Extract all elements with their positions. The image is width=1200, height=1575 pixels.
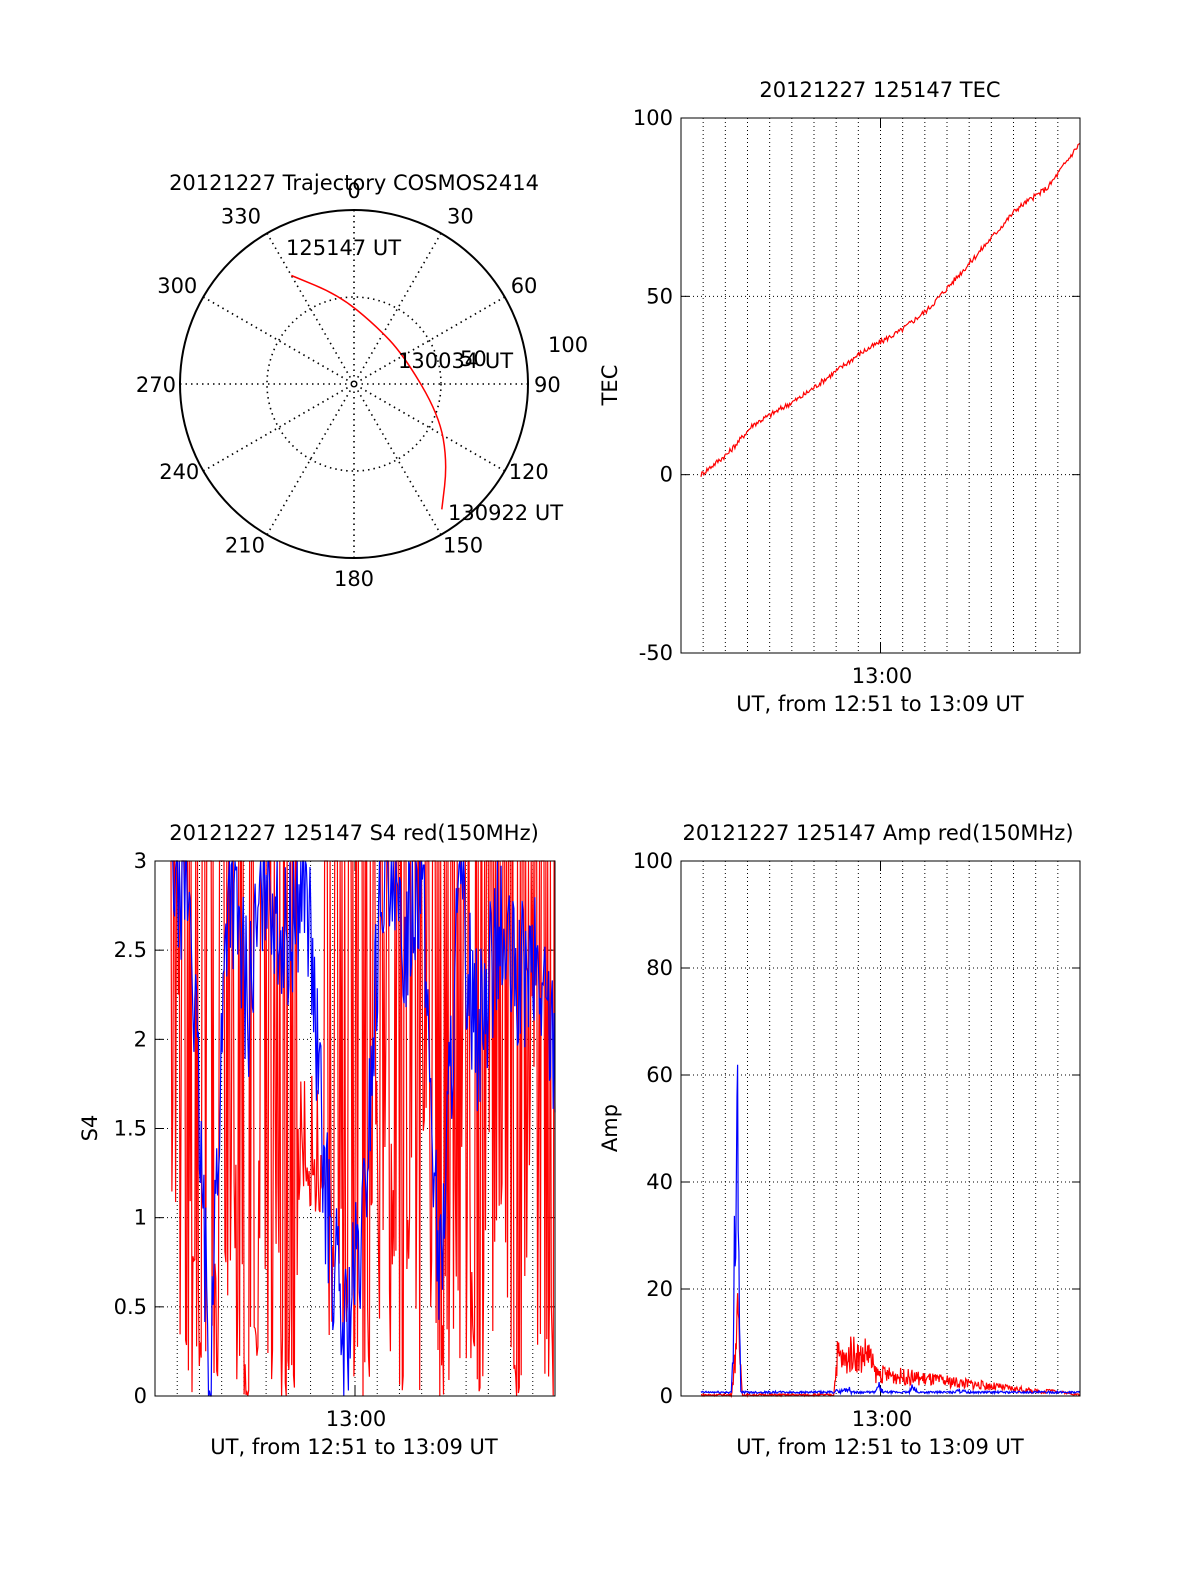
s4-y-axis-label: S4 [78,1115,102,1142]
polar-spoke [202,296,506,472]
tec-x-axis-label: UT, from 12:51 to 13:09 UT [736,692,1024,716]
polar-angle-label: 30 [447,204,474,228]
s4-x-tick-label: 13:00 [326,1407,387,1431]
y-tick-label: 20 [646,1277,673,1301]
amp-chart: 20121227 125147 Amp red(150MHz) Amp 13:0… [598,821,1081,1459]
amp-title: 20121227 125147 Amp red(150MHz) [682,821,1073,845]
y-tick-label: 100 [633,106,673,130]
y-tick-label: 100 [633,849,673,873]
s4-plot-area: 3 2.5 2 1.5 1 0.5 0 [114,849,556,1408]
trajectory-title: 20121227 Trajectory COSMOS2414 [169,171,539,195]
s4-x-axis-label: UT, from 12:51 to 13:09 UT [210,1435,498,1459]
y-tick-label: 80 [646,956,673,980]
polar-angle-label: 120 [509,460,549,484]
amp-y-axis-label: Amp [598,1104,622,1152]
tec-series-line [700,142,1081,477]
satellite-track [291,274,447,510]
polar-angle-labels: 0 30 60 90 120 150 180 210 240 270 300 330 [136,179,561,591]
plot-frame [680,117,1081,654]
polar-inner-ring [266,296,442,472]
polar-angle-label: 300 [157,274,197,298]
y-tick-label: 0 [660,1384,673,1408]
polar-angle-label: 270 [136,373,176,397]
y-tick-label: 2 [134,1027,147,1051]
s4-title: 20121227 125147 S4 red(150MHz) [169,821,539,845]
polar-spoke [266,232,442,536]
amp-plot-area: 100 80 60 40 20 0 [633,849,1081,1408]
tec-title: 20121227 125147 TEC [759,78,1000,102]
tec-plot-area: 100 50 0 -50 [633,106,1081,665]
amp-series-line [700,1064,1081,1397]
plot-frame [154,860,556,1397]
polar-angle-label: 210 [225,534,265,558]
y-tick-label: 0.5 [114,1295,147,1319]
y-tick-label: 1.5 [114,1117,147,1141]
y-tick-label: 60 [646,1063,673,1087]
polar-angle-label: 0 [347,179,360,203]
y-tick-label: 50 [646,284,673,308]
polar-angle-label: 90 [534,373,561,397]
amp-x-tick-label: 13:00 [852,1407,913,1431]
y-tick-label: 40 [646,1170,673,1194]
polar-radius-label: 50 [460,347,487,371]
y-tick-label: 3 [134,849,147,873]
y-tick-label: 0 [134,1384,147,1408]
polar-radius-labels: 50 100 [460,333,588,371]
polar-angle-label: 330 [221,204,261,228]
polar-angle-label: 240 [159,460,199,484]
polar-angle-label: 150 [443,534,483,558]
polar-spoke [266,232,442,536]
polar-angle-label: 180 [334,567,374,591]
track-start-label: 125147 UT [286,236,401,260]
track-end-label: 130922 UT [448,501,563,525]
amp-x-axis-label: UT, from 12:51 to 13:09 UT [736,1435,1024,1459]
amp-series-line [700,1293,1081,1399]
tec-x-tick-label: 13:00 [852,664,913,688]
tec-chart: 20121227 125147 TEC TEC 13:00 UT, from 1… [598,78,1081,716]
polar-radius-label: 100 [548,333,588,357]
track-mid-label: 130034 UT [398,349,513,373]
tec-y-axis-label: TEC [598,365,622,407]
y-tick-label: 1 [134,1206,147,1230]
y-tick-label: 0 [660,463,673,487]
polar-grid [179,209,529,559]
polar-spoke [202,296,506,472]
trajectory-polar-chart: 20121227 Trajectory COSMOS2414 0 30 60 90 12… [136,171,588,591]
polar-angle-label: 60 [511,274,538,298]
s4-chart: 20121227 125147 S4 red(150MHz) S4 13:00 … [78,821,556,1459]
track-line [291,274,447,510]
y-tick-label: -50 [639,641,673,665]
y-tick-label: 2.5 [114,938,147,962]
plot-frame [680,860,1081,1397]
